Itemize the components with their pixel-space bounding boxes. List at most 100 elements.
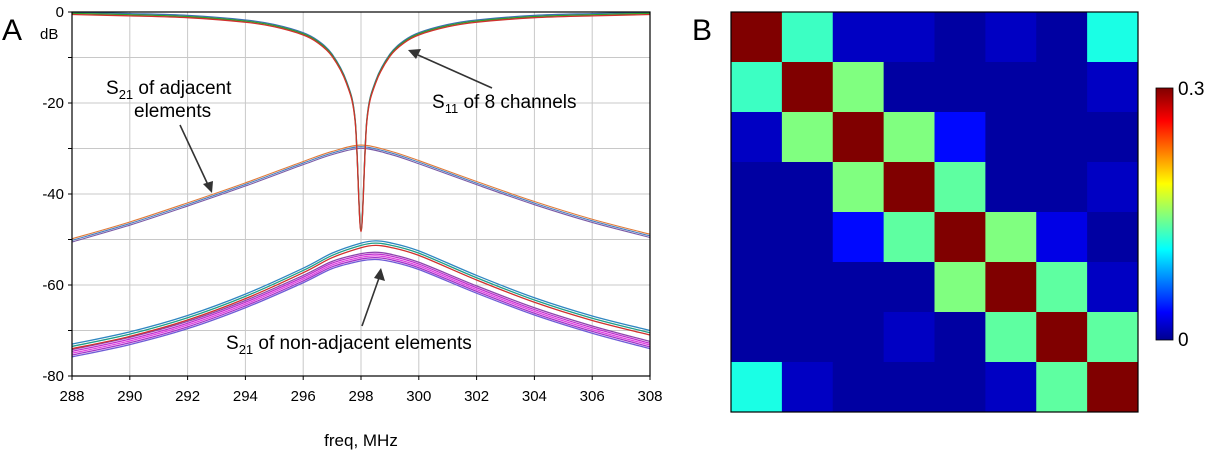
heatmap-cell [731,12,783,63]
heatmap-cell [731,162,783,213]
series-line [71,253,651,353]
series-line [71,13,651,233]
arrowhead-nonadjacent [374,268,385,281]
x-tick-label: 304 [522,388,547,405]
x-tick-label: 288 [59,388,84,405]
annotation-s11-text: S11 of 8 channels [432,92,577,116]
heatmap-cell [934,162,986,213]
series-line [71,258,651,358]
heatmap-cell [1087,12,1139,63]
series-line [71,244,651,350]
colorbar-min-label: 0 [1178,330,1189,351]
heatmap-cell [832,112,885,163]
heatmap-cell [934,62,986,113]
y-axis-label: dB [40,26,58,43]
x-tick-label: 300 [406,388,431,405]
heatmap-cell [1087,112,1139,163]
x-tick-label: 294 [233,388,258,405]
series-line [71,251,651,351]
heatmap-cell [985,62,1037,113]
x-tick-label: 290 [117,388,142,405]
arrow-s11 [417,54,493,89]
x-tick-label: 292 [175,388,200,405]
heatmap-cell [832,362,885,413]
annotation-adjacent-line2: elements [134,101,211,122]
x-tick-label: 298 [348,388,373,405]
series-line [71,257,651,356]
heatmap-cell [883,112,935,163]
annotation-adjacent-line1: S21 of adjacent [106,78,232,102]
series-line [71,11,651,230]
heatmap-frame [730,11,1139,413]
annotation-nonadjacent-text: S21 of non-adjacent elements [226,333,472,357]
series-line [71,144,651,240]
series-line [71,146,651,241]
arrow-adjacent [179,124,210,188]
arrowhead-adjacent [203,181,213,193]
heatmap-cell [1087,162,1139,213]
heatmap-cell [832,312,885,363]
heatmap-cell [781,12,834,63]
heatmap-cell [985,162,1037,213]
x-tick-label: 308 [637,388,662,405]
y-tick-label: -20 [42,95,64,112]
line-chart: 288 290 292 294 296 298 300 302 304 306 308 0 -20 -40… [40,4,663,450]
heatmap-cell [934,262,986,313]
colorbar-max-label: 0.3 [1178,79,1204,100]
arrow-nonadjacent [361,277,380,327]
series-line [71,147,651,243]
x-tick-label: 296 [291,388,316,405]
heatmap-cell [883,162,935,213]
series-line [71,12,651,232]
series-line [71,255,651,354]
heatmap-cell [1087,62,1139,113]
heatmap-cell [1036,312,1088,363]
x-tick-label: 302 [464,388,489,405]
heatmap-cell [1036,162,1088,213]
annotation-adjacent: S21 of adjacent elements [106,78,232,193]
heatmap-cell [731,362,783,413]
annotation-s11: S11 of 8 channels [408,49,577,116]
colorbar-gradient [1155,87,1174,341]
heatmap-cell [1036,362,1088,413]
heatmap-cell [934,12,986,63]
heatmap-cell [985,362,1037,413]
heatmap-cell [781,262,834,313]
heatmap-cell [883,12,935,63]
x-tick-label: 306 [580,388,605,405]
heatmap-cell [781,312,834,363]
series-2 [71,240,651,350]
heatmap-cell [1036,212,1088,263]
y-tick-label: 0 [56,4,64,21]
heatmap-cell [781,162,834,213]
tick-labels: 288 290 292 294 296 298 300 302 304 306 308 0 -20 -40… [42,4,662,405]
heatmap-cell [832,162,885,213]
heatmap-cell [1036,262,1088,313]
heatmap-cell [832,62,885,113]
series-layer [71,11,651,358]
heatmap-cell [1087,362,1139,413]
heatmap-cell [985,12,1037,63]
heatmap [730,11,1139,413]
heatmap-cell [1036,112,1088,163]
series-1 [71,144,651,243]
heatmap-cell [781,62,834,113]
heatmap-cell [883,312,935,363]
y-tick-label: -60 [42,277,64,294]
heatmap-cell [934,362,986,413]
series-line [71,240,651,345]
heatmap-cell [985,312,1037,363]
annotation-nonadjacent: S21 of non-adjacent elements [226,268,472,357]
series-0 [71,11,651,233]
heatmap-cell [731,212,783,263]
heatmap-cell [731,262,783,313]
heatmap-cell [883,62,935,113]
heatmap-cell [832,212,885,263]
heatmap-cell [1036,62,1088,113]
heatmap-cell [985,212,1037,263]
heatmap-cell [781,112,834,163]
heatmap-cell [781,362,834,413]
heatmap-cell [1036,12,1088,63]
heatmap-cell [1087,212,1139,263]
